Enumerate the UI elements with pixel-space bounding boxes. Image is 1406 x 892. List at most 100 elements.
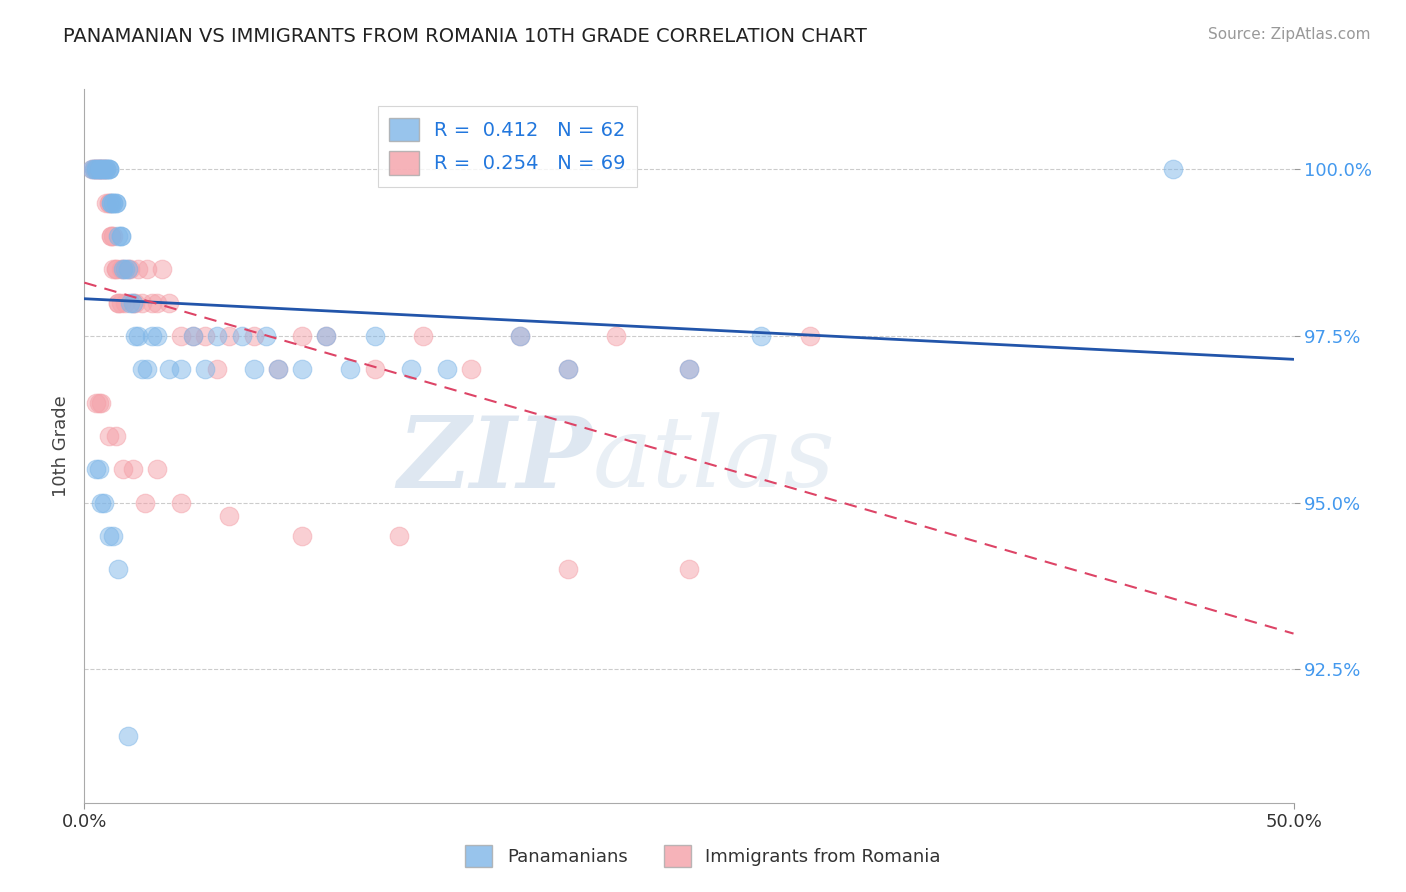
Point [121, 462, 143, 476]
Point [110, 228, 132, 243]
Point [339, 362, 361, 376]
Y-axis label: 10th Grade: 10th Grade [52, 395, 70, 497]
Point [557, 362, 579, 376]
Point [93, 496, 115, 510]
Point [170, 362, 193, 376]
Point [1161, 162, 1184, 177]
Point [124, 329, 146, 343]
Point [112, 262, 135, 277]
Point [678, 362, 700, 376]
Point [100, 195, 122, 210]
Point [218, 329, 240, 343]
Point [120, 295, 142, 310]
Point [124, 295, 146, 310]
Point [86, 395, 108, 409]
Point [107, 295, 129, 310]
Point [112, 262, 135, 277]
Point [103, 262, 125, 277]
Point [121, 295, 143, 310]
Point [194, 329, 217, 343]
Point [254, 329, 277, 343]
Point [87, 395, 110, 409]
Point [412, 329, 434, 343]
Point [94, 162, 117, 177]
Point [103, 195, 125, 210]
Point [86, 162, 108, 177]
Point [157, 362, 180, 376]
Point [141, 329, 163, 343]
Point [131, 362, 153, 376]
Point [291, 329, 314, 343]
Point [83, 162, 105, 177]
Point [146, 462, 169, 476]
Point [97, 162, 120, 177]
Point [100, 195, 122, 210]
Point [605, 329, 627, 343]
Point [121, 295, 143, 310]
Point [97, 195, 120, 210]
Point [104, 262, 127, 277]
Point [93, 162, 115, 177]
Point [110, 262, 132, 277]
Point [207, 329, 229, 343]
Point [291, 362, 314, 376]
Point [399, 362, 422, 376]
Point [107, 295, 129, 310]
Point [231, 329, 253, 343]
Point [90, 162, 112, 177]
Point [80, 162, 103, 177]
Point [557, 562, 579, 576]
Point [388, 529, 411, 543]
Point [117, 729, 139, 743]
Point [104, 195, 127, 210]
Point [127, 329, 149, 343]
Point [100, 228, 122, 243]
Point [97, 162, 120, 177]
Point [207, 362, 229, 376]
Legend: R =  0.412   N = 62, R =  0.254   N = 69: R = 0.412 N = 62, R = 0.254 N = 69 [378, 106, 637, 186]
Point [120, 262, 142, 277]
Point [127, 262, 149, 277]
Point [93, 162, 115, 177]
Point [87, 462, 110, 476]
Point [157, 295, 180, 310]
Point [90, 162, 112, 177]
Point [90, 162, 112, 177]
Point [509, 329, 531, 343]
Point [146, 329, 169, 343]
Point [170, 496, 193, 510]
Point [86, 162, 108, 177]
Point [141, 295, 163, 310]
Point [87, 162, 110, 177]
Point [181, 329, 204, 343]
Legend: Panamanians, Immigrants from Romania: Panamanians, Immigrants from Romania [458, 838, 948, 874]
Point [87, 162, 110, 177]
Point [104, 195, 127, 210]
Point [87, 162, 110, 177]
Point [90, 395, 112, 409]
Point [557, 362, 579, 376]
Point [242, 362, 264, 376]
Point [242, 329, 264, 343]
Point [83, 162, 105, 177]
Text: PANAMANIAN VS IMMIGRANTS FROM ROMANIA 10TH GRADE CORRELATION CHART: PANAMANIAN VS IMMIGRANTS FROM ROMANIA 10… [63, 27, 868, 45]
Point [90, 496, 112, 510]
Point [136, 362, 159, 376]
Point [86, 462, 108, 476]
Point [218, 509, 240, 524]
Point [291, 529, 314, 543]
Point [117, 262, 139, 277]
Point [104, 262, 127, 277]
Point [86, 162, 108, 177]
Text: ZIP: ZIP [398, 412, 592, 508]
Point [110, 295, 132, 310]
Point [363, 329, 385, 343]
Point [112, 462, 135, 476]
Point [267, 362, 290, 376]
Point [131, 295, 153, 310]
Point [146, 295, 169, 310]
Point [97, 162, 120, 177]
Point [436, 362, 458, 376]
Point [134, 496, 156, 510]
Point [103, 195, 125, 210]
